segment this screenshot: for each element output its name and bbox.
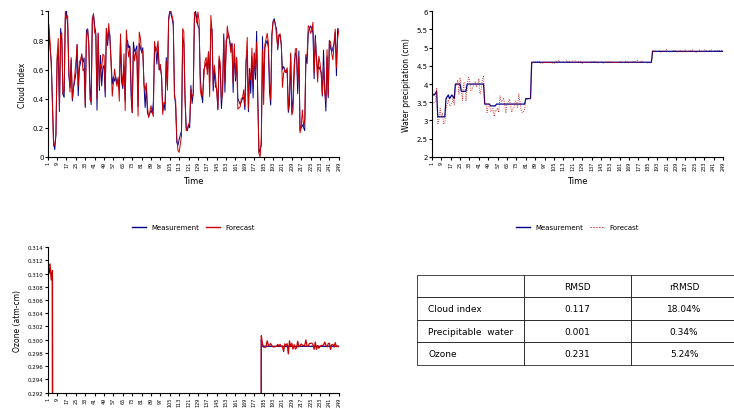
Forecast [335,28,344,33]
Measurement [335,27,344,32]
Y-axis label: Ozone (atm-cm): Ozone (atm-cm) [13,289,22,351]
Measurement [648,50,657,55]
Forecast [220,81,229,85]
Forecast [608,61,617,66]
Forecast [43,266,52,271]
Measurement [302,344,311,349]
Forecast [255,155,264,160]
Measurement [226,46,235,51]
Measurement [43,79,52,84]
Forecast [224,34,233,39]
X-axis label: Time: Time [183,177,203,185]
Measurement [62,10,71,15]
Forecast [226,51,235,56]
Measurement [608,61,617,65]
Measurement [224,31,233,36]
Forecast [513,106,522,110]
Measurement [513,102,522,107]
Measurement [304,31,313,36]
Forecast [439,122,448,127]
Forecast [611,61,619,66]
Forecast [61,10,70,15]
Forecast [687,49,696,54]
Line: Measurement: Measurement [48,267,339,409]
Measurement [129,40,138,45]
Measurement [511,102,520,107]
Measurement [43,265,52,270]
Measurement [611,61,619,65]
Line: Forecast: Forecast [48,12,339,157]
Forecast [335,344,344,349]
Forecast [427,98,436,103]
Forecast [127,81,136,85]
Legend: Measurement, Forecast: Measurement, Forecast [513,222,642,234]
Y-axis label: Cloud Index: Cloud Index [18,62,26,108]
Measurement [427,90,436,94]
Measurement [335,344,344,349]
Legend: Measurement, Forecast: Measurement, Forecast [129,222,258,234]
Measurement [127,94,136,99]
Forecast [304,24,313,29]
Y-axis label: Water precipitation (cm): Water precipitation (cm) [402,38,411,132]
Forecast [46,262,54,267]
Forecast [43,82,52,87]
Measurement [433,115,442,120]
Forecast [701,48,710,53]
Forecast [129,47,138,52]
Forecast [304,344,313,348]
Line: Measurement: Measurement [48,12,339,153]
Line: Measurement: Measurement [432,52,723,117]
Measurement [688,50,697,55]
Measurement [255,151,264,155]
Forecast [511,99,520,104]
Measurement [220,90,229,95]
Line: Forecast: Forecast [48,264,339,409]
Measurement [605,61,614,65]
Forecast [719,49,727,54]
Forecast [605,61,614,65]
Line: Forecast: Forecast [432,50,723,125]
X-axis label: Time: Time [567,177,588,185]
Measurement [719,50,727,55]
